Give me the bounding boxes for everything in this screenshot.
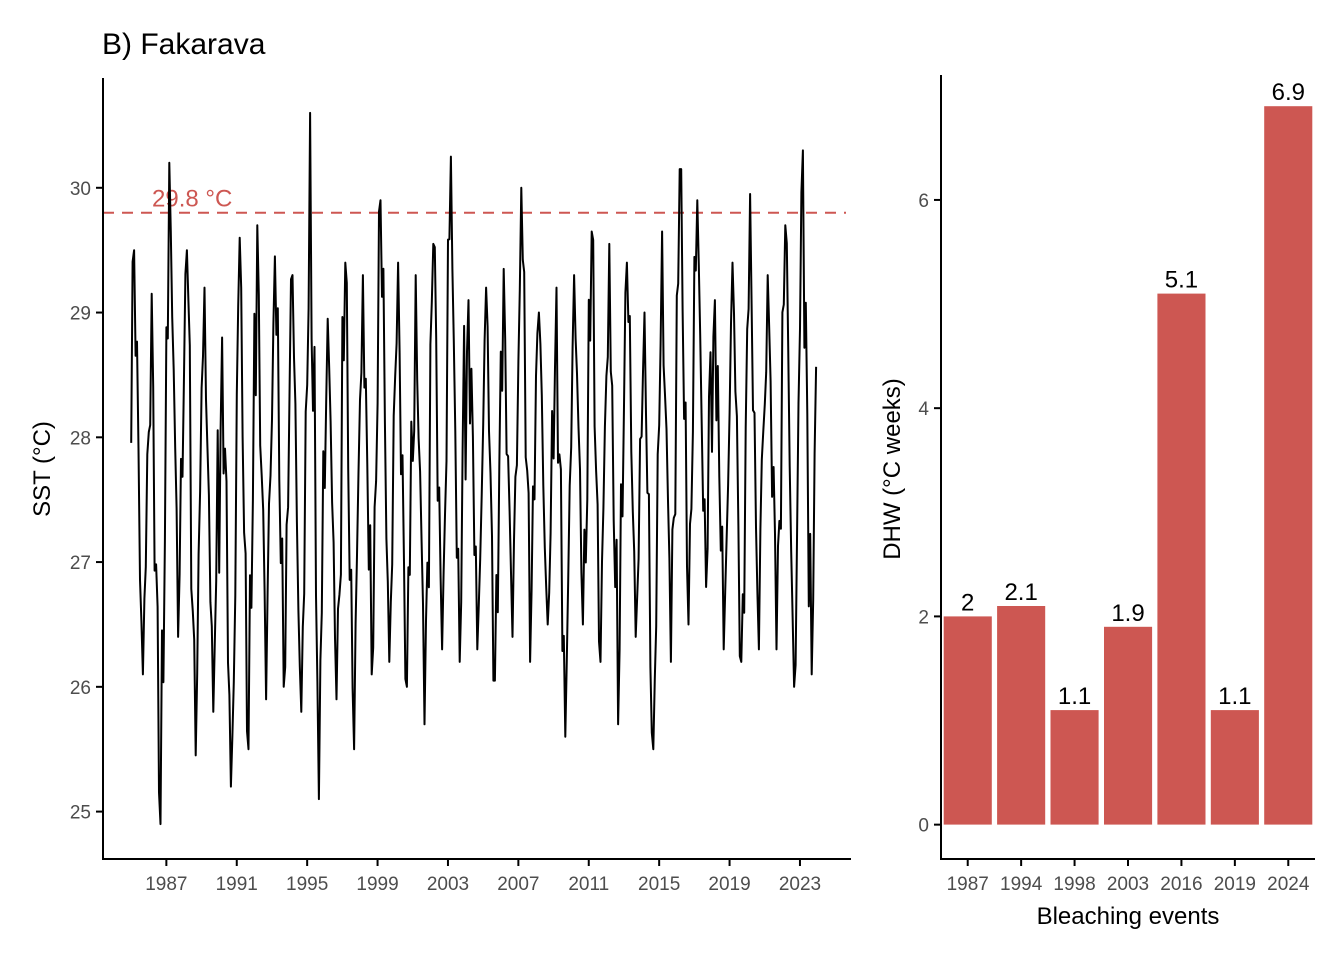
sst-x-tick-label: 2003 bbox=[427, 874, 469, 895]
dhw-y-tick-label: 4 bbox=[918, 399, 929, 420]
dhw-bar-1994 bbox=[997, 606, 1046, 825]
dhw-x-tick-label: 2016 bbox=[1160, 874, 1202, 895]
sst-x-tick-label: 2015 bbox=[638, 874, 680, 895]
dhw-bar-2019 bbox=[1210, 710, 1259, 825]
sst-x-tick-label: 2011 bbox=[568, 874, 609, 895]
threshold-label: 29.8 °C bbox=[152, 186, 232, 213]
dhw-y-tick-label: 0 bbox=[918, 816, 929, 837]
dhw-x-tick-label: 1994 bbox=[1000, 874, 1043, 895]
dhw-x-tick-label: 1987 bbox=[947, 874, 989, 895]
sst-x-tick-label: 1987 bbox=[145, 874, 187, 895]
figure-title: B) Fakarava bbox=[102, 28, 266, 61]
sst-y-tick-label: 26 bbox=[70, 678, 91, 699]
dhw-bar-label: 1.9 bbox=[1111, 600, 1144, 627]
sst-x-tick-label: 1995 bbox=[286, 874, 328, 895]
dhw-x-tick-label: 2003 bbox=[1107, 874, 1149, 895]
sst-y-tick-label: 25 bbox=[70, 803, 91, 824]
dhw-x-tick-label: 2019 bbox=[1214, 874, 1256, 895]
dhw-bar-2016 bbox=[1157, 293, 1206, 825]
sst-x-tick-label: 1999 bbox=[356, 874, 398, 895]
sst-y-tick-label: 29 bbox=[70, 304, 91, 325]
sst-x-tick-label: 2007 bbox=[497, 874, 539, 895]
dhw-bar-label: 5.1 bbox=[1165, 267, 1198, 294]
dhw-y-tick-label: 6 bbox=[918, 191, 929, 212]
dhw-bar-2003 bbox=[1104, 626, 1153, 825]
dhw-x-tick-label: 2024 bbox=[1267, 874, 1310, 895]
dhw-x-tick-label: 1998 bbox=[1053, 874, 1095, 895]
sst-line bbox=[130, 111, 818, 826]
dhw-bar-2024 bbox=[1264, 106, 1313, 825]
dhw-y-axis-label: DHW (°C weeks) bbox=[879, 378, 906, 560]
sst-y-tick-label: 30 bbox=[70, 179, 91, 200]
dhw-bar-label: 2 bbox=[961, 589, 974, 616]
dhw-panel: 2 2.1 1.1 1.9 5.1 1.1 6.9 0 2 4 6 1987 1994 1998 200… bbox=[879, 75, 1315, 930]
dhw-bar-label: 1.1 bbox=[1218, 683, 1251, 710]
dhw-bar-1987 bbox=[943, 616, 992, 825]
sst-x-tick-label: 2023 bbox=[779, 874, 821, 895]
dhw-y-tick-label: 2 bbox=[918, 607, 929, 628]
sst-y-tick-label: 28 bbox=[70, 428, 91, 449]
dhw-x-axis-label: Bleaching events bbox=[1037, 903, 1220, 930]
sst-x-tick-label: 1991 bbox=[216, 874, 258, 895]
sst-y-tick-label: 27 bbox=[70, 553, 91, 574]
dhw-bar-label: 6.9 bbox=[1272, 79, 1305, 106]
dhw-bar-1998 bbox=[1050, 710, 1099, 825]
sst-panel: 29.8 °C 25 26 27 28 29 30 1987 1991 1995 1999 200… bbox=[29, 78, 851, 895]
sst-y-axis-label: SST (°C) bbox=[29, 421, 56, 517]
dhw-bar-label: 2.1 bbox=[1004, 579, 1037, 606]
dhw-bar-label: 1.1 bbox=[1058, 683, 1091, 710]
sst-x-tick-label: 2019 bbox=[708, 874, 750, 895]
